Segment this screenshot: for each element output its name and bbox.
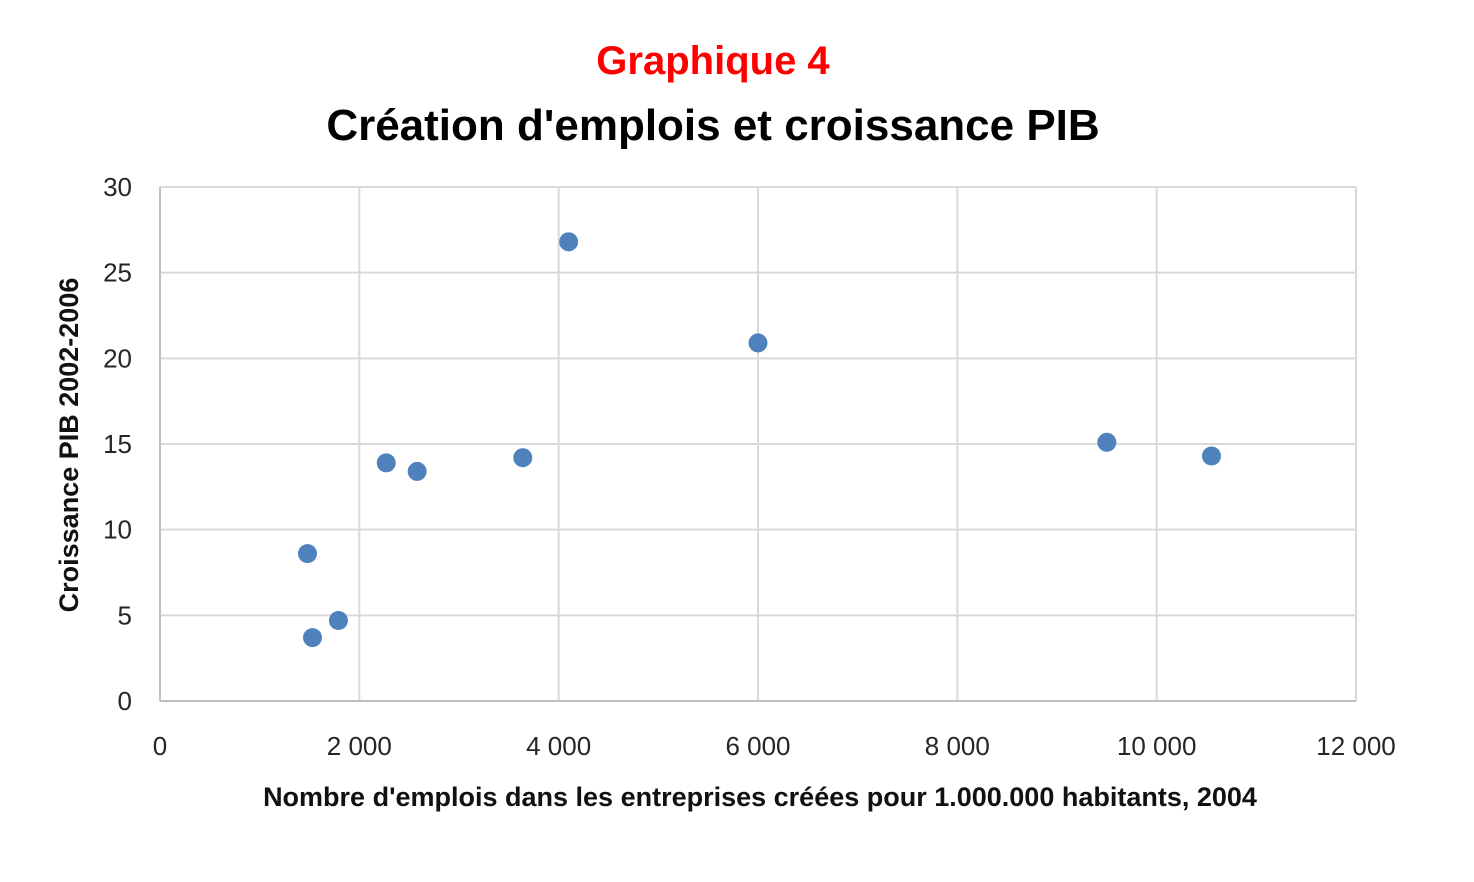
x-tick-label: 12 000 <box>1316 731 1396 761</box>
data-point <box>1097 432 1117 452</box>
x-tick-label: 10 000 <box>1117 731 1197 761</box>
data-point <box>298 544 318 564</box>
y-tick-label: 15 <box>103 429 132 459</box>
x-axis-ticks: 0 2 000 4 000 6 000 8 000 10 000 12 000 <box>153 731 1396 761</box>
x-tick-label: 4 000 <box>526 731 591 761</box>
y-tick-label: 25 <box>103 258 132 288</box>
data-point <box>328 610 348 630</box>
y-tick-label: 5 <box>118 600 132 630</box>
y-axis-label: Croissance PIB 2002-2006 <box>54 278 84 613</box>
x-tick-label: 8 000 <box>925 731 990 761</box>
y-axis-ticks: 0 5 10 15 20 25 30 <box>103 172 132 716</box>
x-tick-label: 6 000 <box>725 731 790 761</box>
y-tick-label: 0 <box>118 686 132 716</box>
chart-subtitle: Graphique 4 <box>596 39 830 83</box>
grid <box>160 186 1357 701</box>
data-point <box>302 628 322 648</box>
chart-title: Création d'emplois et croissance PIB <box>326 101 1099 150</box>
data-point <box>376 453 396 473</box>
x-tick-label: 2 000 <box>327 731 392 761</box>
data-points <box>298 232 1221 648</box>
data-point <box>513 448 533 468</box>
y-tick-label: 30 <box>103 172 132 202</box>
y-tick-label: 20 <box>103 343 132 373</box>
x-tick-label: 0 <box>153 731 167 761</box>
axes <box>159 187 1356 702</box>
data-point <box>559 232 579 252</box>
data-point <box>1201 446 1221 466</box>
data-point <box>407 461 427 481</box>
y-tick-label: 10 <box>103 515 132 545</box>
data-point <box>748 333 768 353</box>
x-axis-label: Nombre d'emplois dans les entreprises cr… <box>263 782 1257 812</box>
